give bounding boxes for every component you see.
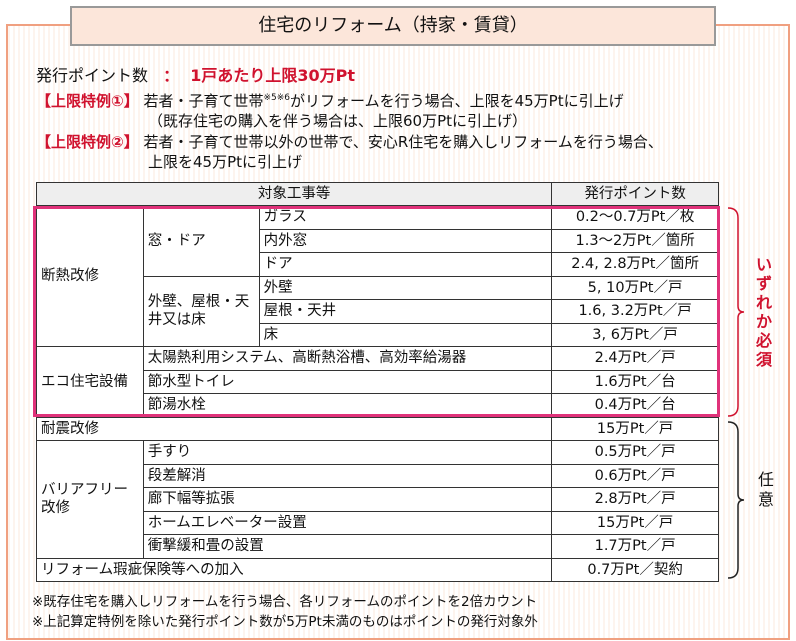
note-2: ※上記算定特例を除いた発行ポイント数が5万Pt未満のものはポイントの発行対象外	[32, 614, 538, 630]
table-row: 耐震改修 15万Pt／戸	[35, 416, 719, 441]
points-table: 対象工事等 発行ポイント数 断熱改修 窓・ドア ガラス 0.2～0.7万Pt／枚…	[35, 182, 719, 582]
points-roof: 1.6, 3.2万Pt／戸	[551, 299, 719, 324]
table-row: 屋根・天井 1.6, 3.2万Pt／戸	[37, 299, 719, 324]
issue-points-value: 1戸あたり上限30万Pt	[190, 66, 355, 85]
item-faucet: 節湯水栓	[142, 393, 553, 418]
optional-label: 任意	[757, 470, 774, 509]
points-toilet: 1.6万Pt／台	[551, 369, 719, 394]
table-row: ホームエレベーター設置 15万Pt／戸	[37, 510, 719, 535]
item-solar: 太陽熱利用システム、高断熱浴槽、高効率給湯器	[142, 346, 553, 371]
item-shock-mat: 衝撃緩和畳の設置	[142, 534, 553, 559]
item-floor: 床	[258, 322, 553, 347]
special-case-1-label: 【上限特例①】	[36, 92, 139, 110]
points-handrail: 0.5万Pt／戸	[551, 440, 719, 465]
table-row: 衝撃緩和畳の設置 1.7万Pt／戸	[37, 534, 719, 559]
item-inner-window: 内外窓	[258, 228, 553, 253]
page-title: 住宅のリフォーム（持家・賃貸）	[70, 6, 716, 46]
category-barrier-free: バリアフリー改修	[36, 440, 144, 559]
table-row: バリアフリー改修 手すり 0.5万Pt／戸	[36, 440, 719, 559]
special-case-1-text-a: 若者・子育て世帯	[143, 92, 264, 110]
special-case-2-label: 【上限特例②】	[36, 133, 139, 151]
table-row: 床 3, 6万Pt／戸	[37, 322, 719, 347]
note-1: ※既存住宅を購入しリフォームを行う場合、各リフォームのポイントを2倍カウント	[32, 594, 538, 610]
issue-points-line: 発行ポイント数 ： 1戸あたり上限30万Pt	[36, 62, 355, 86]
table-row: 廊下幅等拡張 2.8万Pt／戸	[37, 487, 719, 512]
item-corridor: 廊下幅等拡張	[142, 487, 553, 512]
header-points: 発行ポイント数	[551, 182, 719, 206]
item-quake: 耐震改修	[35, 416, 553, 441]
item-door: ドア	[258, 252, 553, 277]
table-row: 節水型トイレ 1.6万Pt／台	[37, 369, 719, 394]
points-shock-mat: 1.7万Pt／戸	[551, 534, 719, 559]
table-row: 断熱改修 窓・ドア ガラス 0.2～0.7万Pt／枚	[36, 205, 719, 347]
special-case-1: 【上限特例①】 若者・子育て世帯※5※6がリフォームを行う場合、上限を45万Pt…	[36, 90, 624, 111]
special-case-2-line1: 若者・子育て世帯以外の世帯で、安心R住宅を購入しリフォームを行う場合、	[143, 133, 663, 151]
optional-bracket	[727, 421, 745, 579]
item-roof: 屋根・天井	[258, 299, 553, 324]
subcategory-wall-roof: 外壁、屋根・天井又は床	[142, 275, 260, 347]
item-elevator: ホームエレベーター設置	[142, 510, 553, 535]
points-faucet: 0.4万Pt／台	[551, 393, 719, 418]
item-glass: ガラス	[258, 205, 553, 230]
subcategory-window-door: 窓・ドア	[142, 205, 260, 277]
points-step: 0.6万Pt／戸	[551, 463, 719, 488]
points-floor: 3, 6万Pt／戸	[551, 322, 719, 347]
points-glass: 0.2～0.7万Pt／枚	[551, 205, 719, 230]
special-case-1-text-b: がリフォームを行う場合、上限を45万Ptに引上げ	[290, 92, 624, 110]
points-solar: 2.4万Pt／戸	[551, 346, 719, 371]
item-handrail: 手すり	[142, 440, 553, 465]
points-elevator: 15万Pt／戸	[551, 510, 719, 535]
points-inner-window: 1.3～2万Pt／箇所	[551, 228, 719, 253]
special-case-1-footnote: ※5※6	[263, 93, 291, 103]
points-corridor: 2.8万Pt／戸	[551, 487, 719, 512]
required-label: いずれか必須	[755, 255, 772, 369]
table-row: 外壁、屋根・天井又は床 外壁 5, 10万Pt／戸	[37, 275, 719, 347]
category-eco: エコ住宅設備	[36, 346, 144, 418]
special-case-2-line2: 上限を45万Ptに引上げ	[148, 153, 303, 171]
item-toilet: 節水型トイレ	[142, 369, 553, 394]
issue-points-label: 発行ポイント数	[36, 66, 149, 85]
points-wall: 5, 10万Pt／戸	[551, 275, 719, 300]
points-quake: 15万Pt／戸	[551, 416, 719, 441]
item-wall: 外壁	[258, 275, 553, 300]
points-insurance: 0.7万Pt／契約	[551, 557, 719, 582]
table-row: エコ住宅設備 太陽熱利用システム、高断熱浴槽、高効率給湯器 2.4万Pt／戸	[36, 346, 719, 418]
special-case-1-line2: （既存住宅の購入を伴う場合は、上限60万Ptに引上げ）	[148, 112, 528, 130]
table-row: 節湯水栓 0.4万Pt／台	[37, 393, 719, 418]
issue-points-sep: ：	[163, 66, 180, 85]
item-insurance: リフォーム瑕疵保険等への加入	[35, 557, 553, 582]
item-step: 段差解消	[142, 463, 553, 488]
header-work: 対象工事等	[35, 182, 553, 206]
category-insulation: 断熱改修	[36, 205, 144, 347]
table-row: リフォーム瑕疵保険等への加入 0.7万Pt／契約	[35, 557, 719, 582]
table-header-row: 対象工事等 発行ポイント数	[35, 182, 719, 206]
required-bracket	[727, 207, 745, 417]
points-door: 2.4, 2.8万Pt／箇所	[551, 252, 719, 277]
special-case-2: 【上限特例②】 若者・子育て世帯以外の世帯で、安心R住宅を購入しリフォームを行う…	[36, 131, 663, 152]
table-row: 段差解消 0.6万Pt／戸	[37, 463, 719, 488]
